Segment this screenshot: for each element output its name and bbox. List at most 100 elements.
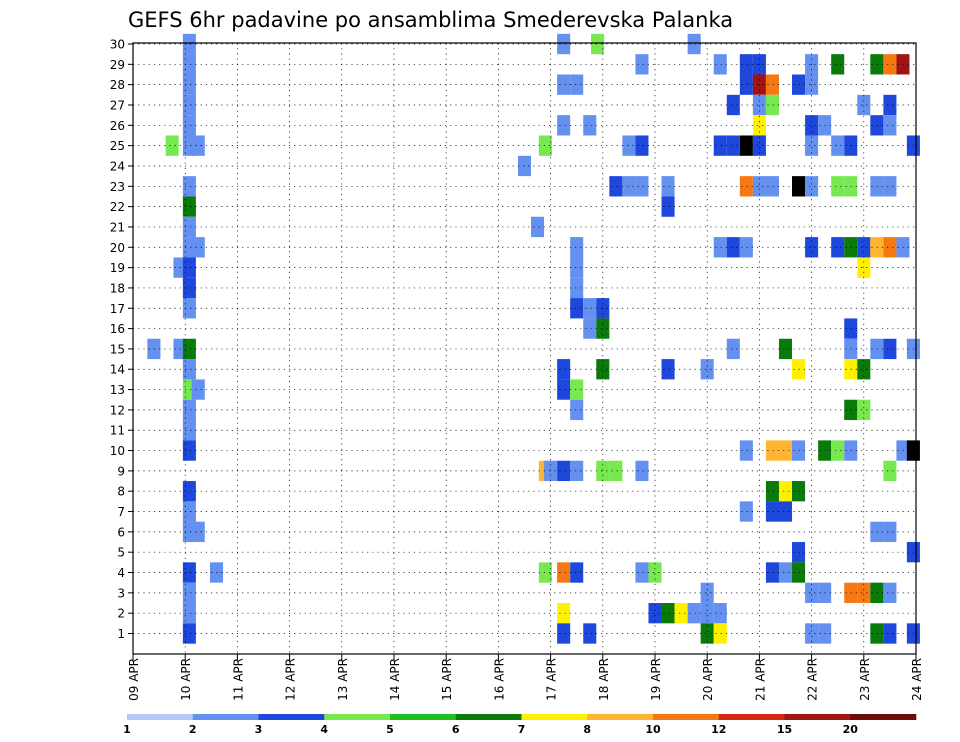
y-tick-label: 13 — [110, 383, 125, 397]
heatmap-cell — [635, 460, 649, 482]
colorbar-segment — [850, 714, 917, 720]
heatmap-cell — [182, 399, 196, 421]
x-tick-label: 18 APR — [597, 658, 611, 701]
heatmap-cell — [661, 359, 675, 380]
heatmap-cell — [538, 562, 552, 583]
colorbar: 1 2 3 4 5 6 7 8 10 12 15 20 — [123, 714, 917, 736]
heatmap-cell — [857, 237, 871, 258]
x-axis: 09 APR 10 APR 11 APR 12 APR 13 APR 14 APR 15 A… — [127, 654, 924, 701]
heatmap-cell — [792, 440, 806, 461]
y-tick-label: 25 — [110, 139, 125, 153]
y-tick-label: 23 — [110, 180, 125, 194]
heatmap-cell — [544, 460, 558, 482]
heatmap-cell — [765, 176, 779, 197]
heatmap-cell — [557, 603, 571, 624]
y-tick-label: 9 — [117, 464, 125, 478]
colorbar-segment — [192, 714, 259, 720]
heatmap-cell — [557, 623, 571, 644]
heatmap-cell — [182, 359, 196, 380]
heatmap-cell — [570, 277, 584, 299]
heatmap-cell — [792, 481, 806, 502]
heatmap-cell — [622, 135, 636, 156]
heatmap-cell — [583, 623, 597, 644]
heatmap-cell — [687, 603, 701, 624]
heatmap-cell — [661, 196, 675, 217]
heatmap-cell — [739, 54, 753, 75]
y-tick-label: 12 — [110, 403, 125, 417]
heatmap-cell — [739, 501, 753, 522]
heatmap-cell — [182, 115, 196, 136]
y-tick-label: 20 — [110, 241, 125, 255]
heatmap-cell — [831, 176, 845, 197]
x-tick-label: 17 APR — [545, 658, 559, 701]
heatmap-cell — [191, 237, 205, 258]
heatmap-cell — [596, 460, 610, 482]
heatmap-cell — [752, 135, 766, 156]
colorbar-label: 5 — [386, 723, 394, 736]
heatmap-cell — [778, 338, 793, 360]
heatmap-cell — [765, 440, 779, 461]
heatmap-cell — [165, 135, 179, 156]
heatmap-cell — [883, 338, 897, 360]
heatmap-cell — [182, 257, 196, 278]
heatmap-cell — [570, 257, 584, 278]
heatmap-cell — [557, 562, 571, 583]
heatmap-cell — [700, 603, 714, 624]
x-tick-label: 23 APR — [858, 658, 872, 701]
heatmap-cell — [531, 216, 545, 238]
heatmap-cell — [857, 94, 871, 116]
heatmap-cell — [182, 338, 196, 360]
x-tick-label: 21 APR — [753, 658, 767, 701]
heatmap-cell — [635, 562, 649, 583]
heatmap-cell — [765, 481, 779, 502]
heatmap-cell — [726, 94, 740, 116]
y-tick-label: 28 — [110, 78, 125, 92]
x-tick-label: 11 APR — [231, 658, 245, 701]
heatmap-cell — [726, 135, 740, 156]
y-tick-label: 3 — [117, 586, 125, 600]
y-tick-label: 5 — [117, 546, 125, 560]
heatmap-cell — [687, 33, 701, 55]
heatmap-cell — [557, 33, 571, 55]
heatmap-cell — [648, 562, 662, 583]
heatmap-cell — [557, 460, 571, 482]
heatmap-cell — [570, 298, 584, 319]
y-tick-label: 14 — [110, 363, 125, 377]
heatmap-cell — [583, 298, 597, 319]
heatmap-cell — [182, 277, 196, 299]
heatmap-cell — [831, 54, 845, 75]
heatmap-cell — [765, 74, 779, 95]
heatmap-cell — [883, 54, 897, 75]
heatmap-cell — [591, 33, 605, 55]
y-tick-label: 10 — [110, 444, 125, 458]
heatmap-cell — [182, 94, 196, 116]
heatmap-cell — [831, 237, 845, 258]
heatmap-cell — [182, 54, 196, 75]
heatmap-cell — [182, 582, 196, 604]
colorbar-segment — [127, 714, 194, 720]
heatmap-cell — [182, 216, 196, 238]
heatmap-cell — [609, 176, 623, 197]
colorbar-segment — [784, 714, 851, 720]
heatmap-cell — [583, 318, 597, 339]
heatmap-cell — [557, 74, 571, 95]
heatmap-cell — [557, 379, 571, 400]
heatmap-cell — [778, 501, 793, 522]
heatmap-cell — [883, 460, 897, 482]
heatmap-cell — [570, 460, 584, 482]
heatmap-cell — [191, 135, 205, 156]
colorbar-label: 4 — [320, 723, 328, 736]
y-tick-label: 4 — [117, 566, 125, 580]
heatmap-cell — [674, 603, 688, 624]
heatmap-cell — [635, 135, 649, 156]
y-tick-label: 21 — [110, 220, 125, 234]
colorbar-label: 7 — [518, 723, 526, 736]
chart-title: GEFS 6hr padavine po ansamblima Smederev… — [128, 8, 733, 32]
x-tick-label: 14 APR — [388, 658, 402, 701]
heatmap-cell — [583, 115, 597, 136]
heatmap-cell — [883, 115, 897, 136]
x-tick-label: 15 APR — [440, 658, 454, 701]
heatmap-cell — [182, 176, 196, 197]
y-tick-label: 30 — [110, 38, 125, 52]
